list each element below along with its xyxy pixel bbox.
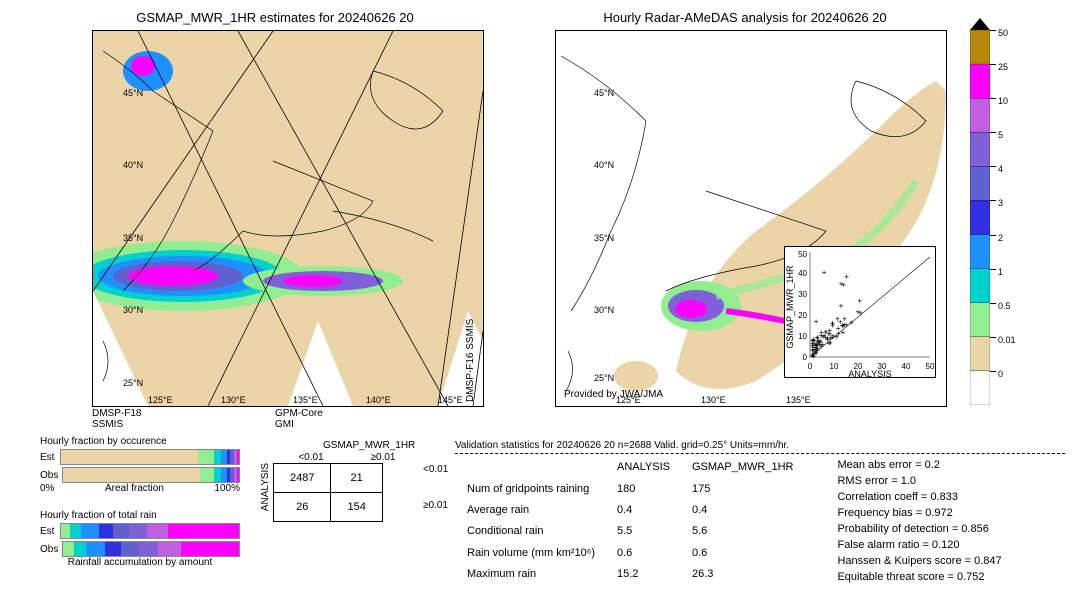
svg-text:135°E: 135°E (786, 395, 811, 405)
occ-xr: 100% (214, 483, 240, 494)
tot-xlabel: Rainfall accumulation by amount (40, 557, 240, 568)
svg-text:140°E: 140°E (366, 395, 391, 405)
tot-est-bar (60, 523, 240, 539)
svg-text:+: + (820, 340, 825, 349)
val-title: Validation statistics for 20240626 20 n=… (455, 440, 1065, 451)
tot-obs: Obs (40, 544, 58, 555)
right-map: 45°N40°N 35°N30°N25°N 125°E130°E135°E Pr… (555, 30, 947, 407)
cont-rowlab: ANALYSIS (260, 463, 271, 511)
svg-text:20: 20 (798, 311, 807, 320)
sat-f16: DMSP-F16 SSMIS (465, 319, 476, 402)
occ-obs-bar (62, 467, 240, 483)
svg-text:40°N: 40°N (594, 160, 614, 170)
left-map: 45°N 40°N 35°N 30°N 25°N 125°E 130°E 135°E 14… (92, 30, 484, 407)
svg-text:+: + (810, 347, 815, 356)
validation: Validation statistics for 20240626 20 n=… (455, 440, 1065, 586)
svg-text:+: + (857, 296, 862, 305)
svg-text:+: + (814, 317, 819, 326)
svg-text:30°N: 30°N (594, 305, 614, 315)
svg-text:GSMAP_MWR_1HR: GSMAP_MWR_1HR (785, 265, 795, 349)
svg-text:+: + (819, 328, 824, 337)
cont-header: GSMAP_MWR_1HR (290, 440, 448, 451)
svg-text:30°N: 30°N (123, 305, 143, 315)
svg-text:10: 10 (798, 332, 807, 341)
provider: Provided by JWA/JMA (564, 389, 663, 400)
occ-title: Hourly fraction by occurence (40, 436, 240, 447)
tot-est: Est (40, 526, 54, 537)
right-map-title: Hourly Radar-AMeDAS analysis for 2024062… (545, 10, 945, 25)
svg-text:+: + (858, 308, 863, 317)
sat-f18: DMSP-F18SSMIS (92, 408, 141, 430)
svg-text:135°E: 135°E (293, 395, 318, 405)
scatter-plot: ++++++++++++++++++++++++++++++++++++++++… (784, 246, 936, 378)
colorbar (970, 30, 990, 405)
svg-text:+: + (839, 301, 844, 310)
occ-est: Est (40, 452, 54, 463)
svg-text:+: + (849, 318, 854, 327)
svg-text:10: 10 (830, 362, 839, 371)
svg-text:130°E: 130°E (701, 395, 726, 405)
occ-obs: Obs (40, 470, 58, 481)
svg-text:+: + (836, 329, 841, 338)
svg-text:+: + (842, 321, 847, 330)
occ-xlabel: Areal fraction (105, 483, 164, 494)
occ-est-bar (60, 449, 240, 465)
svg-text:0: 0 (808, 362, 813, 371)
svg-text:40: 40 (798, 269, 807, 278)
left-map-title: GSMAP_MWR_1HR estimates for 20240626 20 (70, 10, 480, 25)
svg-text:0: 0 (803, 353, 808, 362)
svg-text:130°E: 130°E (221, 395, 246, 405)
svg-text:45°N: 45°N (123, 88, 143, 98)
svg-text:145°E: 145°E (438, 395, 463, 405)
svg-text:25°N: 25°N (594, 373, 614, 383)
svg-text:35°N: 35°N (594, 233, 614, 243)
tot-obs-bar (62, 541, 240, 557)
val-right: Mean abs error = 0.2RMS error = 1.0Corre… (825, 456, 1013, 586)
val-left: ANALYSISGSMAP_MWR_1HR Num of gridpoints … (455, 456, 805, 586)
svg-text:+: + (828, 333, 833, 342)
svg-text:35°N: 35°N (123, 233, 143, 243)
svg-text:30: 30 (798, 290, 807, 299)
contingency: GSMAP_MWR_1HR ANALYSIS <0.01≥0.01 248721… (260, 440, 448, 523)
svg-text:+: + (822, 268, 827, 277)
svg-text:50: 50 (926, 362, 935, 371)
sat-gpm: GPM-CoreGMI (275, 408, 323, 430)
svg-text:25°N: 25°N (123, 378, 143, 388)
occ-xl: 0% (40, 483, 54, 494)
svg-text:40: 40 (902, 362, 911, 371)
svg-text:40°N: 40°N (123, 160, 143, 170)
svg-text:45°N: 45°N (594, 88, 614, 98)
tot-title: Hourly fraction of total rain (40, 510, 240, 521)
svg-text:ANALYSIS: ANALYSIS (848, 369, 891, 377)
svg-text:+: + (841, 280, 846, 289)
svg-text:125°E: 125°E (148, 395, 173, 405)
svg-text:50: 50 (798, 250, 807, 259)
